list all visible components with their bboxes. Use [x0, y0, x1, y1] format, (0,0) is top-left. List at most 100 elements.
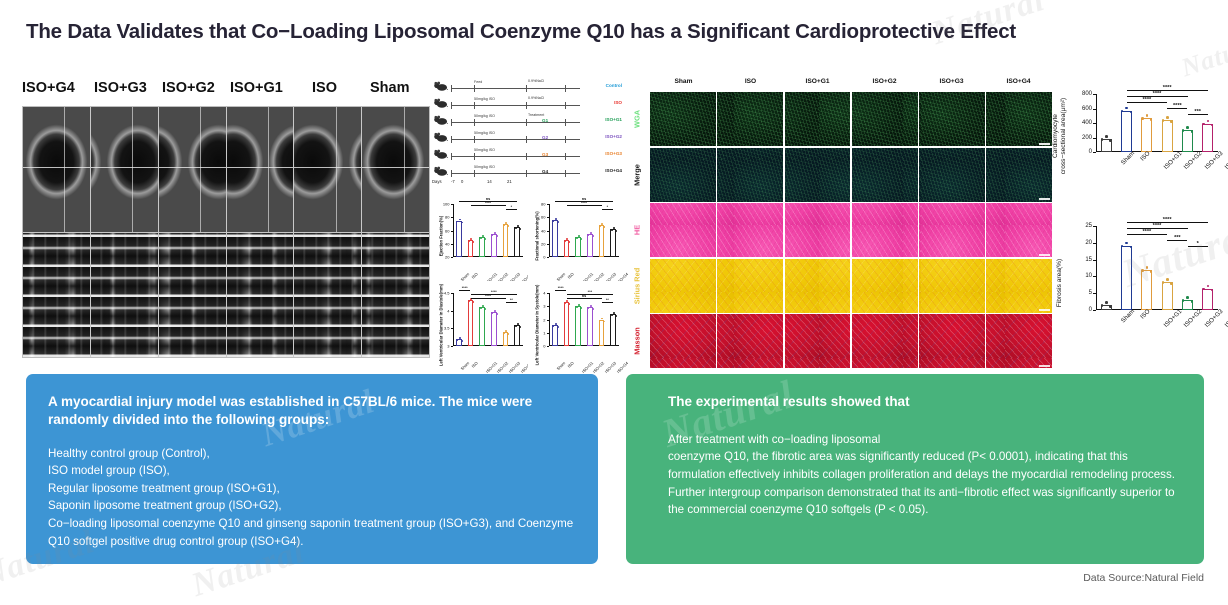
- echo-column-header: ISO+G2: [162, 80, 215, 96]
- timeline-day-tick-label: 14: [487, 179, 492, 184]
- echo-column-header: ISO+G3: [94, 80, 147, 96]
- timeline-tick: [564, 102, 566, 109]
- bar: [1161, 116, 1173, 152]
- bar: [563, 237, 571, 257]
- timeline-tick: [564, 170, 566, 177]
- bar: [1181, 295, 1194, 310]
- y-tick: [1093, 152, 1096, 153]
- significance-bar: [601, 209, 614, 210]
- echo-image-grid: [22, 106, 430, 358]
- significance-bar: [1126, 102, 1168, 103]
- histology-image: [919, 258, 985, 313]
- y-axis: [549, 293, 550, 346]
- histology-column-header: ISO+G4: [1006, 78, 1031, 85]
- y-tick: [546, 257, 549, 258]
- y-tick: [1093, 137, 1096, 139]
- y-tick-label: 60: [541, 214, 546, 220]
- echo-2d-image: [90, 107, 158, 232]
- y-tick-label: 40: [445, 241, 450, 247]
- histology-row-label-text: Masson: [632, 327, 642, 355]
- x-tick-label: Sham: [1120, 308, 1137, 325]
- histology-image: [986, 92, 1052, 146]
- histology-image: [919, 147, 985, 202]
- significance-bar: [1126, 234, 1168, 235]
- histology-image: [851, 258, 918, 313]
- timeline-tick: [451, 102, 452, 109]
- page-title: The Data Validates that Co−Loading Lipos…: [26, 20, 1017, 43]
- y-tick: [450, 230, 453, 232]
- bar: [513, 322, 522, 346]
- timeline-tick: [474, 119, 476, 126]
- y-tick-label: 800: [1081, 91, 1092, 97]
- y-tick-label: 20: [541, 241, 546, 247]
- significance-bar: [601, 302, 614, 303]
- y-tick-label: 3: [447, 343, 450, 349]
- timeline-tick: [564, 119, 566, 126]
- timeline-axis: [451, 136, 580, 143]
- echo-2d-image: [23, 107, 90, 232]
- significance-bar: [1187, 114, 1208, 115]
- y-tick: [450, 310, 453, 312]
- timeline-tick: [564, 153, 566, 160]
- significance-bar: [1187, 246, 1208, 247]
- echo-mmode-image: [90, 232, 158, 357]
- histology-row-label: Sirius Red: [624, 259, 650, 313]
- histology-row: Sirius Red: [624, 258, 1052, 313]
- echo-mmode-image: [294, 232, 362, 357]
- timeline-axis: [451, 119, 580, 126]
- y-tick: [546, 319, 549, 321]
- timeline-treatment-label: Treatment: [528, 113, 545, 117]
- histology-cells: [650, 314, 1052, 368]
- bar: [491, 310, 498, 346]
- timeline-tick: [525, 153, 527, 160]
- timeline-dose-label: 50mg/kg ISO: [474, 114, 495, 118]
- timeline-dose-label: 50mg/kg ISO: [474, 97, 495, 101]
- bar: [609, 226, 618, 257]
- bar: [513, 224, 522, 257]
- histology-cells: [650, 258, 1052, 313]
- x-tick-label: ISO: [566, 271, 575, 280]
- significance-label: ****: [1162, 84, 1172, 91]
- histology-image: [650, 92, 716, 146]
- bar: [1141, 113, 1153, 152]
- histology-image: [784, 92, 851, 146]
- histology-image: [717, 314, 783, 368]
- echo-column-header: ISO: [312, 80, 337, 96]
- data-points: [513, 322, 522, 328]
- echo-column-header: Sham: [370, 80, 410, 96]
- significance-label: ****: [485, 201, 491, 205]
- bar: [552, 322, 559, 346]
- y-tick: [546, 332, 549, 334]
- timeline-group-label: ISO+G3: [605, 151, 622, 156]
- histology-cells: [650, 147, 1052, 202]
- significance-bar: [1167, 240, 1188, 241]
- bar: [1141, 266, 1153, 310]
- y-tick: [450, 217, 453, 219]
- x-axis: [453, 345, 523, 346]
- y-tick: [1093, 310, 1096, 311]
- y-tick-label: 400: [1081, 120, 1092, 126]
- significance-bar: [1126, 90, 1208, 91]
- data-source-label: Data Source:Natural Field: [1083, 572, 1204, 584]
- significance-bar: [566, 205, 602, 206]
- histology-image: [919, 203, 985, 257]
- timeline-tick: [451, 170, 452, 177]
- data-points: [609, 226, 618, 232]
- mouse-icon: [434, 96, 449, 109]
- chart-ejection-fraction: Ejection Fraction(%) 20 40 60 80 100 ns **** * Sh…: [432, 192, 533, 285]
- y-tick-label: 40: [541, 228, 546, 233]
- echo-mmode-image: [226, 232, 294, 357]
- bar: [587, 304, 594, 346]
- histology-row: WGA: [624, 92, 1052, 146]
- histology-column-header: ISO+G2: [872, 78, 897, 85]
- histology-image: [717, 203, 783, 257]
- y-tick: [546, 204, 549, 205]
- x-tick-label: ISO+G1: [484, 360, 498, 375]
- x-tick-label: ISO+G2: [495, 360, 510, 375]
- mouse-icon: [434, 130, 449, 143]
- significance-bar: [470, 205, 506, 206]
- data-points: [513, 224, 522, 230]
- timeline-treatment-group-label: G2: [542, 134, 549, 140]
- x-axis-labels: Sham ISO ISO+G1 ISO+G2 ISO+G3 ISO+G4: [1096, 308, 1228, 338]
- y-tick-label: 0: [543, 343, 546, 349]
